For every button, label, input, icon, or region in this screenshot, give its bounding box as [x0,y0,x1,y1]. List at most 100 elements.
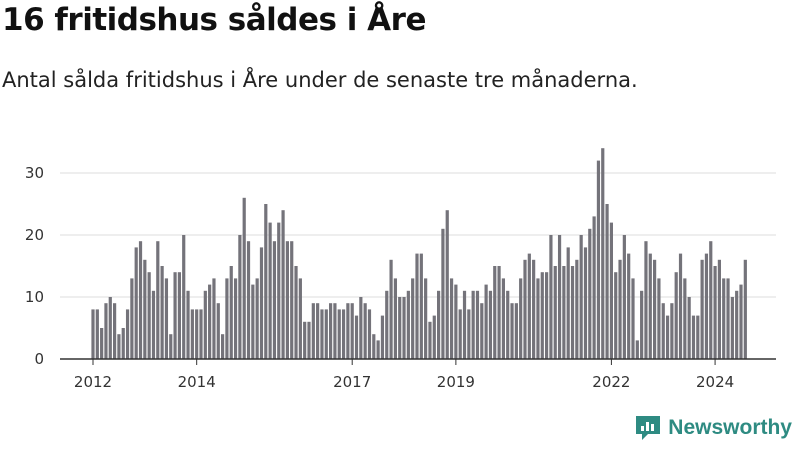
bar [329,303,333,359]
y-tick-label: 0 [34,350,44,368]
bar [437,290,441,359]
bar [488,290,493,359]
bar [631,278,635,359]
bar [147,272,151,359]
bar [212,278,216,359]
bar [519,278,523,359]
bar [285,241,289,359]
bar [359,297,363,359]
bar [657,278,661,359]
bar [484,284,488,359]
bars [91,148,747,359]
bar [130,278,134,359]
bar [354,315,359,359]
bar [506,290,510,359]
bar [108,297,112,359]
bar [125,309,130,359]
bar [480,303,484,359]
bar [557,235,562,359]
bar [553,266,557,359]
bar [510,303,514,359]
bar [316,303,320,359]
bar [419,253,423,359]
bar [527,253,531,359]
bar [100,328,104,359]
bar [242,197,246,359]
bar [307,321,311,359]
bar [713,266,717,359]
bar [614,272,618,359]
bar [644,241,648,359]
bar [523,259,527,359]
bar [445,210,449,359]
bar [609,222,613,359]
bar [346,303,350,359]
bar [579,235,583,359]
bar [121,328,125,359]
bar [411,278,415,359]
bar [350,303,354,359]
bar [627,253,631,359]
brand-logo: Newsworthy [634,414,792,442]
bar [320,309,324,359]
bar [113,303,117,359]
bar [622,235,626,359]
bar [138,241,143,359]
bar [540,272,544,359]
bar [294,266,298,359]
bar [298,278,302,359]
bar [717,259,721,359]
brand-name: Newsworthy [668,416,792,439]
bar [454,284,458,359]
bar [583,247,588,359]
bar [372,334,376,359]
bar [182,235,186,359]
bar [398,297,402,359]
bar [458,309,462,359]
bar [385,290,389,359]
bar [173,272,177,359]
bar [104,303,108,359]
bar [199,309,203,359]
bar [402,297,406,359]
bar [177,272,181,359]
bar [117,334,121,359]
bar [735,290,739,359]
bar [566,247,570,359]
bar [648,253,652,359]
bar [208,284,212,359]
bar [380,315,385,359]
bar [635,340,639,359]
page-title: 16 fritidshus såldes i Åre [2,2,426,38]
bar [195,309,199,359]
bar [575,259,579,359]
bar [259,247,264,359]
bar [225,278,229,359]
bar [661,303,665,359]
bar [303,321,307,359]
bar [532,259,536,359]
bar [251,284,255,359]
bar [91,309,95,359]
bar [549,235,553,359]
bar [415,253,419,359]
bar [143,259,147,359]
bar [704,253,709,359]
bar [700,259,704,359]
bar [203,290,207,359]
bar [441,228,445,359]
bar [709,241,713,359]
bar [367,309,372,359]
bar [471,290,475,359]
bar [562,266,566,359]
bar [424,278,428,359]
bar [311,303,315,359]
bar [687,297,691,359]
bar [618,259,622,359]
x-tick-label: 2017 [333,373,371,391]
bar [337,309,341,359]
bar [640,290,644,359]
bar [281,210,285,359]
bar [462,290,467,359]
